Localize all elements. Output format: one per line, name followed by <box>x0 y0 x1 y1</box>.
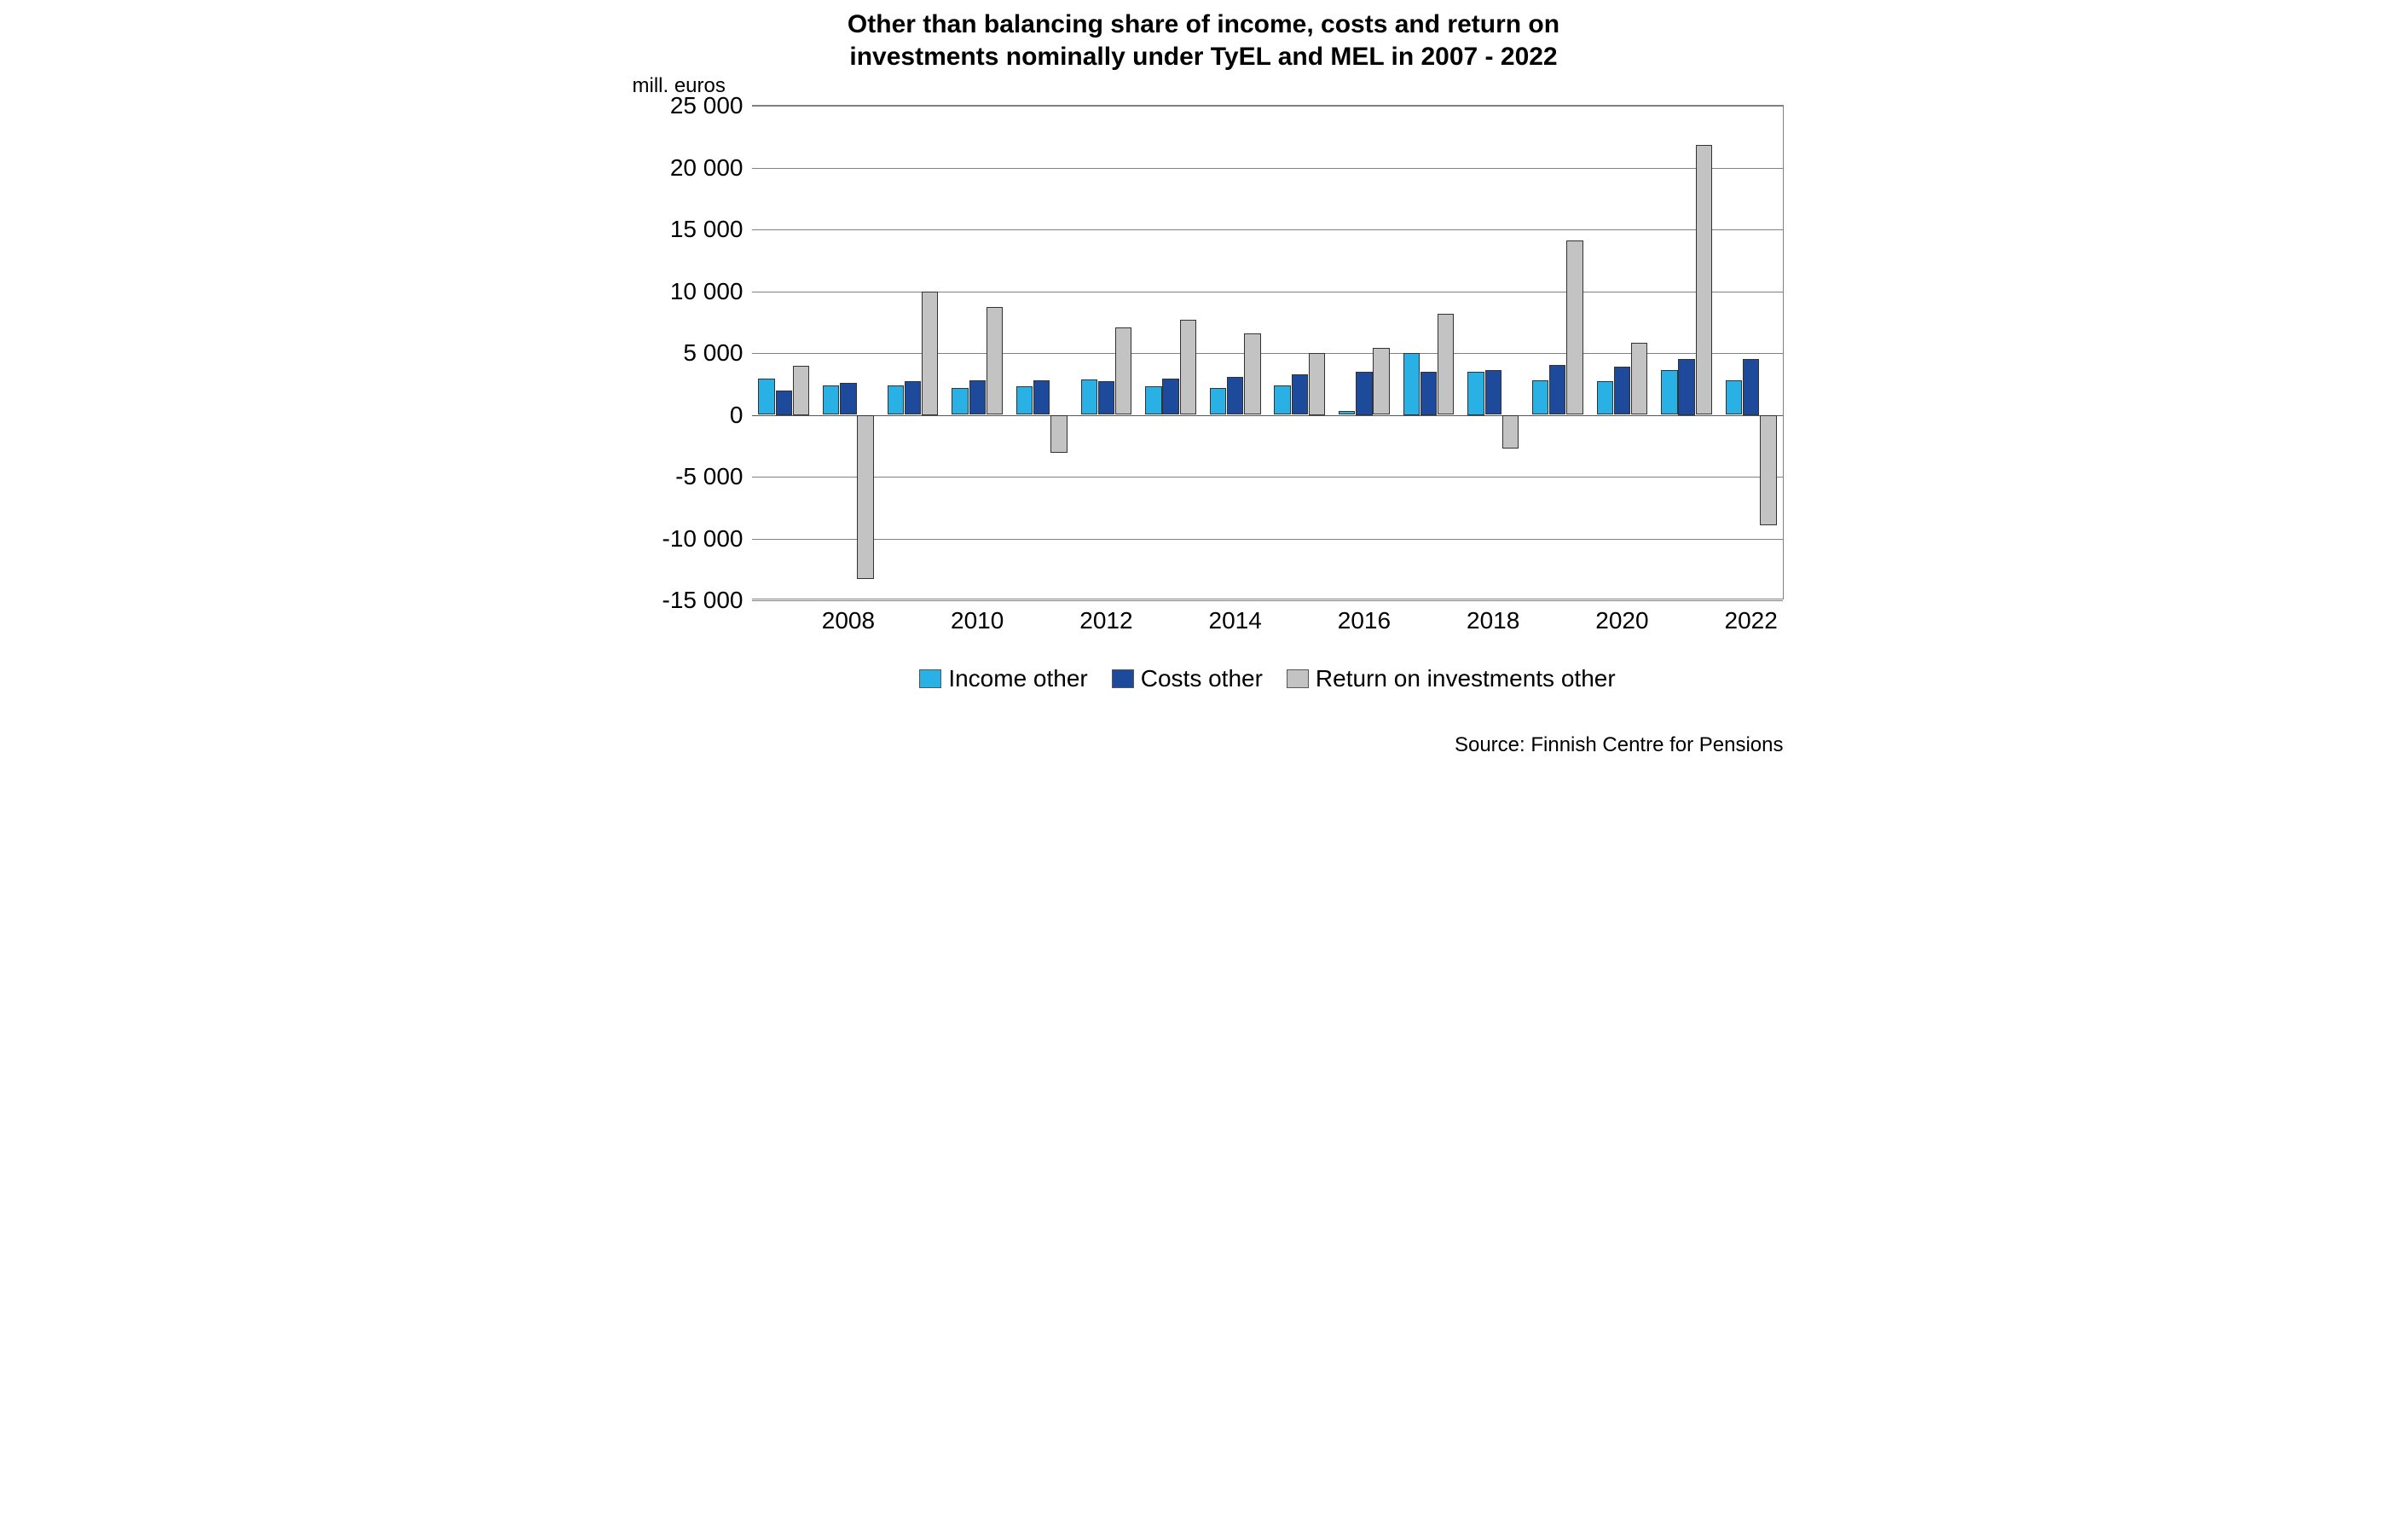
bar-income-other-2013 <box>1145 386 1161 414</box>
y-tick-label: 20 000 <box>670 154 752 182</box>
y-tick-label: 10 000 <box>670 278 752 305</box>
gridline <box>752 168 1783 169</box>
bar-return-on-investments-other-2017 <box>1438 314 1454 415</box>
chart-title-line2: investments nominally under TyEL and MEL… <box>849 43 1557 71</box>
chart-title-line1: Other than balancing share of income, co… <box>848 10 1559 38</box>
bar-costs-other-2015 <box>1292 374 1308 415</box>
bar-income-other-2008 <box>823 385 839 415</box>
zero-line <box>752 415 1783 416</box>
bar-costs-other-2017 <box>1420 372 1437 415</box>
x-tick-label: 2010 <box>951 599 1004 634</box>
x-tick-label: 2018 <box>1467 599 1519 634</box>
bar-costs-other-2022 <box>1743 359 1759 414</box>
x-tick-label: 2016 <box>1338 599 1391 634</box>
gridline <box>752 477 1783 478</box>
legend-swatch <box>1287 669 1309 688</box>
bar-income-other-2020 <box>1597 381 1613 414</box>
legend-label: Income other <box>948 665 1087 692</box>
y-tick-label: -5 000 <box>675 463 751 490</box>
gridline <box>752 539 1783 540</box>
bar-return-on-investments-other-2009 <box>922 292 938 415</box>
bar-costs-other-2010 <box>969 380 986 415</box>
bar-return-on-investments-other-2013 <box>1180 320 1196 415</box>
bar-income-other-2007 <box>758 379 774 414</box>
bar-return-on-investments-other-2018 <box>1502 415 1519 449</box>
bar-return-on-investments-other-2008 <box>857 415 873 580</box>
legend-label: Costs other <box>1141 665 1263 692</box>
legend-item: Return on investments other <box>1287 665 1616 692</box>
x-tick-label: 2012 <box>1079 599 1132 634</box>
bar-costs-other-2012 <box>1098 381 1114 414</box>
bar-return-on-investments-other-2020 <box>1631 343 1647 414</box>
bar-costs-other-2007 <box>776 391 792 415</box>
bar-costs-other-2018 <box>1485 370 1501 414</box>
y-tick-label: 0 <box>730 402 752 429</box>
bar-costs-other-2008 <box>840 383 856 415</box>
bar-return-on-investments-other-2016 <box>1373 348 1389 414</box>
x-tick-label: 2020 <box>1595 599 1648 634</box>
gridline <box>752 106 1783 107</box>
bar-return-on-investments-other-2021 <box>1696 145 1712 414</box>
x-tick-label: 2022 <box>1725 599 1778 634</box>
y-tick-label: -15 000 <box>663 587 752 614</box>
gridline <box>752 353 1783 354</box>
bar-return-on-investments-other-2015 <box>1309 353 1325 415</box>
plot-area: -15 000-10 000-5 00005 00010 00015 00020… <box>752 105 1784 599</box>
bar-return-on-investments-other-2007 <box>793 366 809 415</box>
bar-return-on-investments-other-2011 <box>1050 415 1067 454</box>
bar-income-other-2019 <box>1532 380 1548 415</box>
bar-income-other-2014 <box>1210 388 1226 415</box>
bar-return-on-investments-other-2010 <box>987 307 1003 414</box>
bar-costs-other-2014 <box>1227 377 1243 415</box>
bar-income-other-2011 <box>1016 386 1033 414</box>
bar-income-other-2016 <box>1339 411 1355 414</box>
chart-container: Other than balancing share of income, co… <box>607 0 1801 764</box>
x-tick-label: 2008 <box>822 599 875 634</box>
bar-income-other-2022 <box>1726 380 1742 415</box>
bar-return-on-investments-other-2012 <box>1115 327 1131 415</box>
bar-costs-other-2020 <box>1614 367 1630 415</box>
bar-costs-other-2021 <box>1678 359 1694 414</box>
legend-swatch <box>1112 669 1134 688</box>
bar-costs-other-2011 <box>1033 380 1050 415</box>
gridline <box>752 229 1783 230</box>
bar-income-other-2012 <box>1081 379 1097 414</box>
bar-return-on-investments-other-2014 <box>1244 333 1260 415</box>
bar-costs-other-2013 <box>1162 379 1178 414</box>
legend-item: Income other <box>919 665 1087 692</box>
bar-income-other-2017 <box>1403 353 1420 415</box>
bar-costs-other-2009 <box>905 381 921 414</box>
legend-item: Costs other <box>1112 665 1263 692</box>
bar-costs-other-2019 <box>1549 365 1565 415</box>
y-tick-label: 25 000 <box>670 92 752 119</box>
bar-income-other-2018 <box>1467 372 1484 415</box>
y-tick-label: 15 000 <box>670 216 752 243</box>
bar-costs-other-2016 <box>1356 372 1372 415</box>
legend-label: Return on investments other <box>1316 665 1616 692</box>
y-tick-label: -10 000 <box>663 525 752 553</box>
x-tick-label: 2014 <box>1209 599 1262 634</box>
bar-return-on-investments-other-2022 <box>1760 415 1776 525</box>
y-tick-label: 5 000 <box>683 339 751 367</box>
bar-income-other-2009 <box>888 385 904 415</box>
chart-legend: Income other Costs other Return on investm… <box>752 665 1784 692</box>
chart-title: Other than balancing share of income, co… <box>607 9 1801 72</box>
bar-income-other-2015 <box>1274 385 1290 414</box>
legend-swatch <box>919 669 941 688</box>
bar-return-on-investments-other-2019 <box>1566 240 1582 414</box>
bar-income-other-2021 <box>1661 370 1677 414</box>
chart-source: Source: Finnish Centre for Pensions <box>1455 733 1784 757</box>
bar-income-other-2010 <box>952 388 968 415</box>
